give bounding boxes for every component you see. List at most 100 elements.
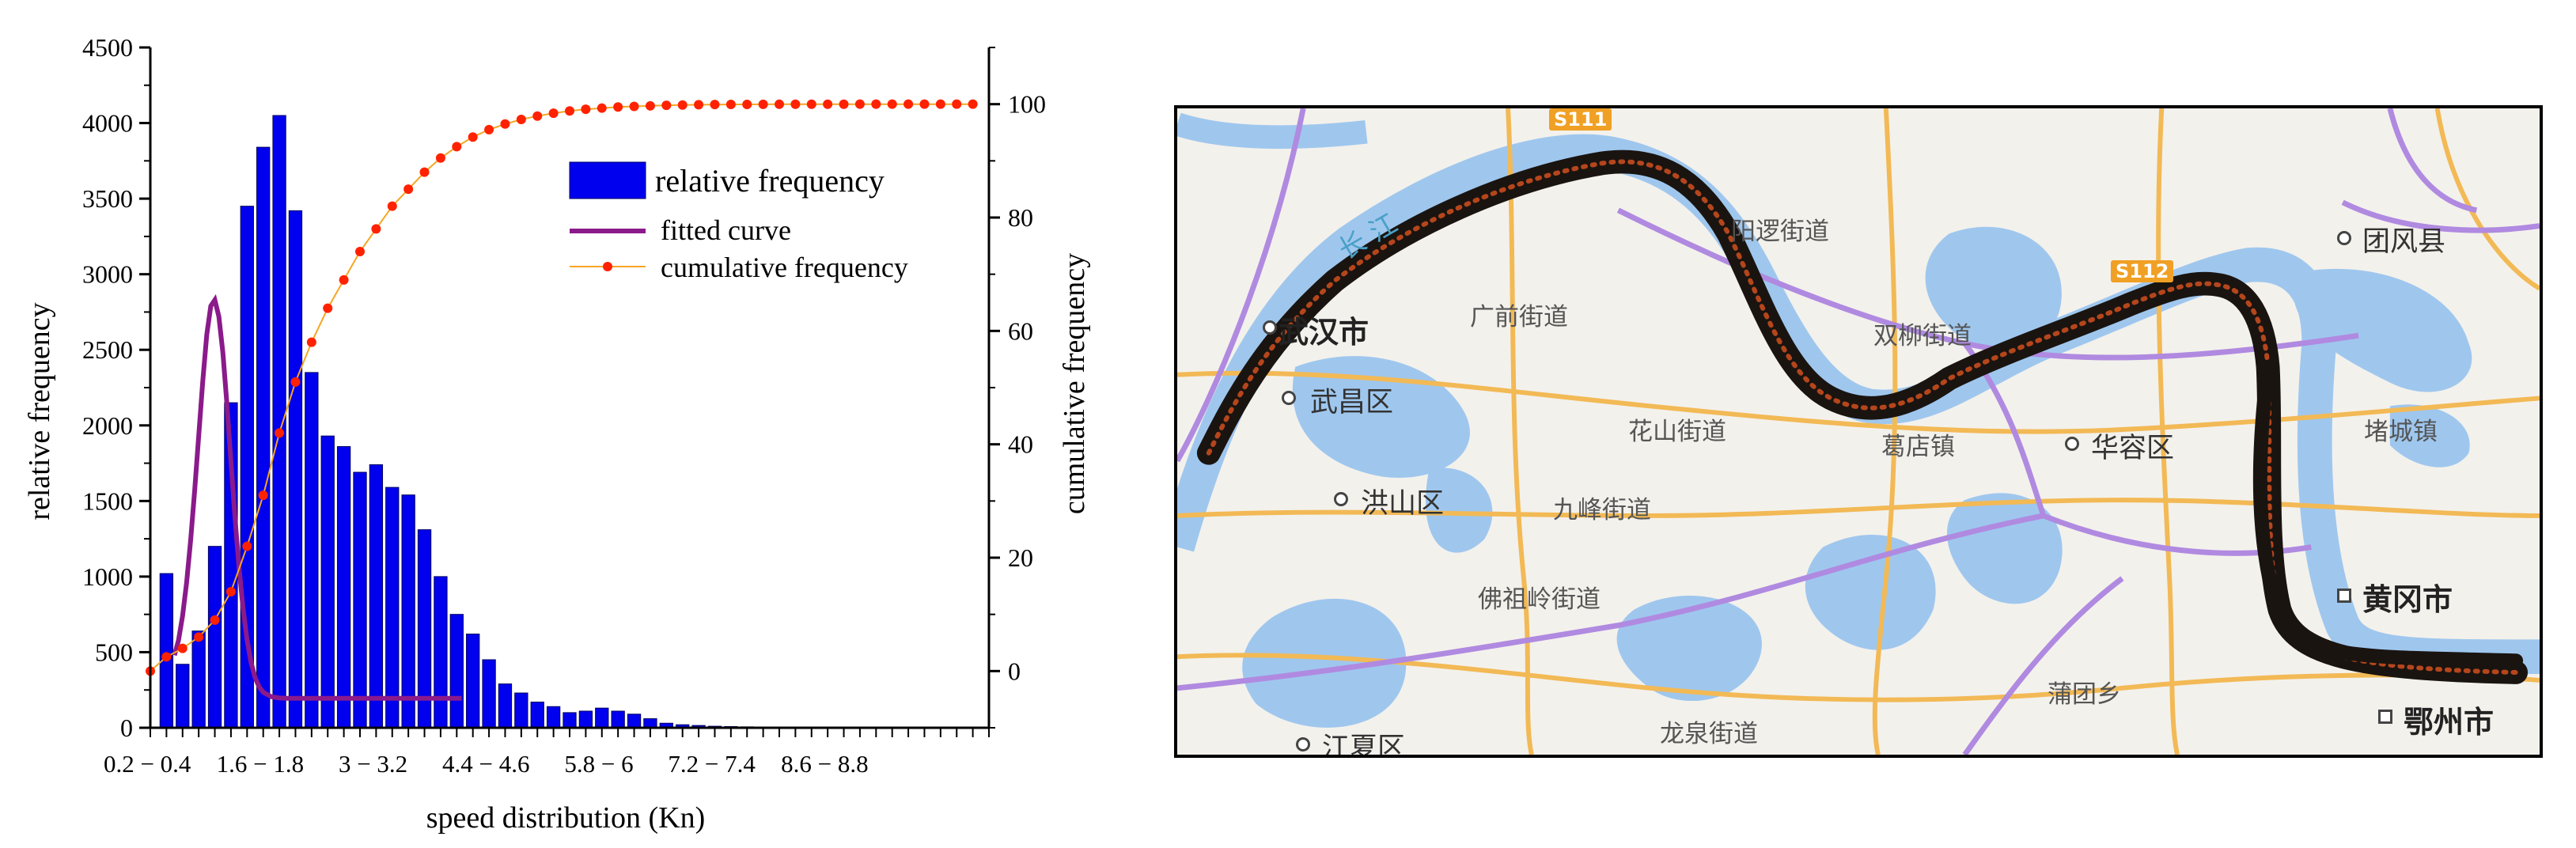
cumulative-point	[452, 142, 462, 152]
place-huarong: 华容区	[2091, 433, 2175, 464]
cumulative-point	[290, 377, 301, 387]
bar	[595, 707, 609, 729]
cumulative-point	[823, 99, 833, 109]
cumulative-point	[225, 587, 236, 596]
bar	[207, 546, 222, 729]
bar	[482, 659, 496, 729]
y2-tick-label: 0	[1008, 657, 1021, 685]
cumulative-point	[613, 102, 623, 112]
cumulative-point	[371, 224, 381, 234]
cumulative-point	[403, 184, 414, 195]
x-tick-label: 1.6 − 1.8	[217, 750, 304, 778]
bar	[353, 471, 367, 729]
bar	[159, 573, 174, 729]
cumulative-point	[871, 99, 881, 109]
legend-label-bars: relative frequency	[655, 163, 885, 199]
cumulative-point	[952, 99, 962, 109]
cumulative-point	[710, 100, 720, 110]
y-axis-label: relative frequency	[23, 302, 56, 520]
cumulative-point	[161, 652, 172, 662]
y-tick-label: 2000	[82, 411, 133, 440]
cumulative-point	[661, 100, 672, 111]
legend: relative frequency fitted curve cumulative…	[569, 161, 908, 283]
bar	[256, 146, 271, 729]
bar	[514, 692, 528, 729]
cumulative-point	[887, 99, 897, 109]
place-huanggang: 黄冈市	[2362, 582, 2453, 617]
bar-series	[159, 115, 803, 729]
y2-tick-label: 80	[1008, 203, 1033, 232]
cumulative-point	[775, 99, 784, 109]
cumulative-point	[306, 337, 316, 347]
cumulative-point	[419, 167, 430, 177]
place-wuhan: 武汉市	[1279, 315, 1369, 350]
cumulative-point	[339, 274, 349, 285]
y-tick-label: 3000	[82, 260, 133, 289]
place-gedian: 葛店镇	[1881, 433, 1955, 461]
place-fozuling: 佛祖岭街道	[1478, 585, 1601, 614]
cumulative-point	[935, 99, 945, 109]
y2-tick-label: 60	[1008, 316, 1033, 345]
y-tick-label: 500	[95, 638, 133, 666]
x-tick-label: 0.2 − 0.4	[104, 750, 191, 778]
place-ezhou: 鄂州市	[2404, 705, 2495, 740]
legend-swatch-bars	[569, 161, 646, 199]
huanggang-marker	[2337, 589, 2351, 603]
cumulative-point	[532, 111, 543, 121]
bar	[305, 372, 319, 729]
axes: 0 500 1000 1500 2000 2500 3000 3500 4000 4500 0 20 4…	[82, 33, 1046, 778]
cumulative-point	[677, 100, 688, 110]
bar	[466, 634, 480, 729]
huarong-marker	[2065, 437, 2079, 451]
cumulative-point	[597, 103, 607, 113]
cumulative-point	[645, 100, 655, 111]
cumulative-point	[435, 153, 445, 163]
cumulative-point	[790, 99, 801, 109]
y2-tick-label: 20	[1008, 543, 1033, 572]
cumulative-point	[258, 490, 268, 501]
x-tick-label: 5.8 − 6	[564, 750, 633, 778]
x-tick-label: 4.4 − 4.6	[442, 750, 529, 778]
place-hongshan: 洪山区	[1361, 488, 1445, 520]
y-tick-label: 0	[120, 714, 133, 742]
y-tick-label: 1000	[82, 562, 133, 591]
bar	[288, 210, 303, 729]
cumulative-point	[500, 119, 510, 129]
wuhan-marker	[1263, 320, 1277, 335]
road-badge-s111: S111	[1549, 108, 1612, 131]
wuchang-marker	[1282, 391, 1296, 405]
x-tick-label: 7.2 − 7.4	[668, 750, 756, 778]
cumulative-point	[387, 201, 397, 211]
bar	[611, 710, 625, 729]
cumulative-point	[694, 100, 704, 110]
y2-tick-label: 40	[1008, 430, 1033, 459]
bar	[627, 714, 642, 729]
hongshan-marker	[1334, 492, 1348, 506]
cumulative-point	[854, 99, 865, 109]
place-jiufeng: 九峰街道	[1553, 496, 1651, 524]
legend-marker-cumulative	[603, 262, 612, 271]
cumulative-point	[177, 643, 188, 653]
cumulative-series	[146, 99, 978, 676]
bar	[434, 576, 448, 729]
road-badge-s112: S112	[2111, 260, 2174, 282]
cumulative-line	[150, 103, 973, 672]
place-tuanfeng: 团风县	[2362, 226, 2446, 258]
cumulative-point	[758, 99, 768, 109]
legend-label-cumulative: cumulative frequency	[661, 252, 908, 283]
bar	[530, 702, 544, 729]
bar	[385, 486, 400, 729]
cumulative-point	[725, 100, 736, 110]
cumulative-point	[968, 99, 978, 109]
y2-axis-label: cumulative frequency	[1058, 253, 1091, 514]
fitted-curve-series	[172, 293, 462, 701]
place-guangqian: 广前街道	[1470, 303, 1568, 331]
y-tick-label: 1500	[82, 486, 133, 515]
fitted-curve-line	[172, 293, 462, 701]
ezhou-marker	[2378, 710, 2392, 724]
cumulative-point	[516, 115, 526, 125]
place-yangluo: 阳逻街道	[1731, 218, 1829, 246]
bar	[498, 683, 513, 729]
cumulative-point	[242, 541, 252, 551]
place-shuangliu: 双柳街道	[1873, 322, 1972, 350]
